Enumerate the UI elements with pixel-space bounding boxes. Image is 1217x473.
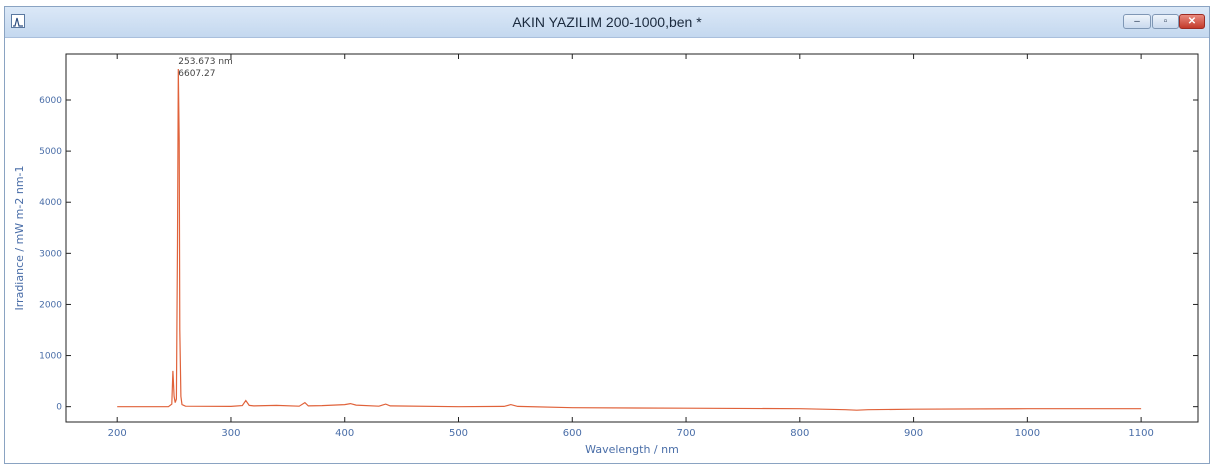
peak-annotation-value: 6607.27 [178, 69, 215, 79]
axis-tick-labels: 200 300 400 500 600 700 800 900 1000 1100 0 1000 200… [39, 96, 1154, 439]
title-bar[interactable]: AKIN YAZILIM 200-1000,ben * – ▫ ✕ [5, 7, 1209, 38]
y-tick-label: 5000 [39, 147, 62, 157]
y-tick-label: 1000 [39, 352, 62, 362]
y-axis-label: Irradiance / mW m-2 nm-1 [13, 165, 26, 310]
peak-annotation-wavelength: 253.673 nm [178, 57, 233, 67]
minimize-icon: – [1134, 16, 1140, 27]
app-window: AKIN YAZILIM 200-1000,ben * – ▫ ✕ 200 300… [4, 6, 1210, 464]
plot-frame [65, 53, 1199, 423]
minimize-button[interactable]: – [1123, 14, 1151, 29]
y-tick-label: 2000 [39, 300, 62, 310]
window-title: AKIN YAZILIM 200-1000,ben * [512, 14, 702, 30]
x-tick-label: 1000 [1015, 428, 1040, 439]
y-tick-label: 0 [56, 403, 62, 413]
axis-ticks [66, 54, 1198, 422]
x-tick-label: 900 [904, 428, 923, 439]
app-spectrum-icon-glyph [13, 17, 23, 27]
x-tick-label: 300 [221, 428, 240, 439]
x-tick-label: 600 [563, 428, 582, 439]
irradiance-series-line [117, 68, 1142, 411]
x-tick-label: 800 [790, 428, 809, 439]
x-tick-label: 200 [108, 428, 127, 439]
x-tick-label: 500 [449, 428, 468, 439]
x-tick-label: 400 [335, 428, 354, 439]
y-tick-label: 4000 [39, 198, 62, 208]
app-spectrum-icon[interactable] [11, 14, 25, 28]
spectrum-chart[interactable]: 200 300 400 500 600 700 800 900 1000 1100 0 1000 200… [5, 38, 1209, 463]
x-tick-label: 1100 [1128, 428, 1153, 439]
chart-svg: 200 300 400 500 600 700 800 900 1000 1100 0 1000 200… [13, 53, 1199, 456]
y-tick-label: 6000 [39, 96, 62, 106]
y-tick-label: 3000 [39, 249, 62, 259]
close-button[interactable]: ✕ [1179, 14, 1205, 29]
maximize-button[interactable]: ▫ [1152, 14, 1179, 29]
close-icon: ✕ [1187, 16, 1197, 27]
x-axis-label: Wavelength / nm [585, 443, 679, 456]
x-tick-label: 700 [676, 428, 695, 439]
maximize-icon: ▫ [1163, 16, 1168, 27]
